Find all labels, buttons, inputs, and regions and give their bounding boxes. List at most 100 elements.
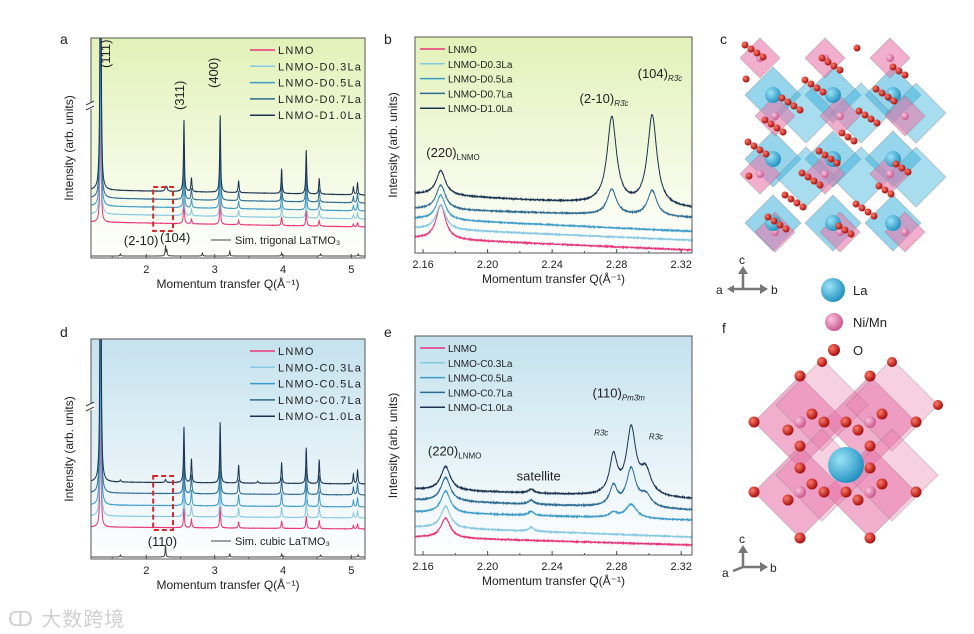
series-line-lnmo-d0.3la <box>91 38 365 221</box>
legend-o: O <box>853 343 863 358</box>
highlight-box <box>152 186 174 232</box>
legend-label: LNMO <box>278 346 315 358</box>
legend-label: LNMO-C0.3La <box>278 362 362 374</box>
plot-frame <box>414 335 693 556</box>
series-line-lnmo-d1.0la <box>415 113 692 209</box>
polyhedron <box>845 358 939 452</box>
o-atom <box>852 424 864 436</box>
series-line-lnmo-d0.5la <box>91 38 365 212</box>
annotation-text: R3̄c <box>649 433 663 442</box>
o-atom <box>806 408 818 420</box>
x-axis-label: Momentum transfer Q(Å⁻¹) <box>156 577 299 592</box>
peak-annotation: satellite <box>517 468 561 483</box>
o-atom <box>764 213 772 221</box>
o-atom <box>816 181 824 189</box>
o-atom <box>887 357 897 367</box>
o-atom <box>889 63 897 71</box>
o-atom <box>745 172 753 180</box>
o-atom <box>782 225 790 233</box>
annotation-text: R3̄c <box>594 429 608 438</box>
o-atom <box>818 486 830 498</box>
o-atom <box>759 53 767 61</box>
axis-a-label: a <box>716 283 723 297</box>
o-atom <box>778 94 786 102</box>
peak-annotation: (110) <box>148 534 177 549</box>
o-atom <box>773 124 781 132</box>
o-atom <box>833 159 841 167</box>
peak-annotation: (220)LNMO <box>428 443 481 460</box>
panel-label-a: a <box>60 31 68 47</box>
annotation-subscript: R3̄c <box>614 99 628 108</box>
plot-frame <box>90 37 366 259</box>
o-atom <box>933 400 943 410</box>
o-atom <box>875 182 883 190</box>
legend-label: LNMO-C0.5La <box>448 374 513 385</box>
axis-c-label: c <box>739 253 745 267</box>
annotation-text: (311) <box>172 81 187 110</box>
o-atom <box>861 111 869 119</box>
watermark-logo-icon: ↀ <box>8 607 34 631</box>
y-axis-label: Intensity (arb. units) <box>62 95 76 200</box>
o-atom <box>761 116 769 124</box>
o-atom <box>796 106 804 114</box>
series-line-lnmo-d0.5la <box>415 193 692 234</box>
x-tick-label: 2.16 <box>412 561 433 573</box>
o-atom <box>864 208 872 216</box>
ni-atom <box>864 416 876 428</box>
polyhedron <box>775 358 869 452</box>
axis-b-label: b <box>771 283 778 297</box>
legend-label: LNMO-D0.3La <box>448 60 513 71</box>
trigonal-crystal-structure <box>739 37 947 253</box>
x-tick-label: 2.24 <box>541 561 562 573</box>
peak-annotation: (110)Pm3̄m <box>592 386 645 403</box>
series-line-lnmo-c0.5la <box>91 339 365 508</box>
annotation-text: (2-10) <box>580 91 615 106</box>
series-line-lnmo <box>415 203 692 253</box>
legend-label: LNMO-D1.0La <box>448 104 513 115</box>
o-atom <box>782 494 794 506</box>
x-tick-label: 2.28 <box>606 259 627 271</box>
series-line-lnmo <box>91 387 365 530</box>
o-atom <box>787 195 795 203</box>
x-tick-label: 2.16 <box>412 259 433 271</box>
o-atom <box>806 478 818 490</box>
o-atom <box>818 54 826 62</box>
panel-label-d: d <box>60 324 68 340</box>
o-atom <box>818 416 830 428</box>
series-line-lnmo <box>91 82 365 228</box>
o-atom <box>898 164 906 172</box>
o-atom <box>748 486 760 498</box>
legend-la: La <box>853 283 868 298</box>
o-atom <box>815 147 823 155</box>
o-atom <box>858 204 866 212</box>
o-atom <box>890 97 898 105</box>
series-line-lnmo-d1.0la <box>91 38 365 196</box>
o-atom <box>852 494 864 506</box>
o-atom <box>841 226 849 234</box>
legend-label: LNMO-D0.5La <box>278 78 362 90</box>
highlight-box <box>152 475 174 531</box>
cubic-crystal-structure <box>748 357 943 544</box>
o-atom <box>776 221 784 229</box>
structure-legend: La Ni/Mn O <box>821 278 887 358</box>
reference-pattern-line <box>91 244 365 257</box>
x-tick-label: 2.20 <box>477 561 498 573</box>
o-atom <box>876 478 888 490</box>
series-line-lnmo-d0.3la <box>415 203 692 243</box>
annotation-text: (400) <box>206 58 221 88</box>
o-atom <box>794 532 806 544</box>
ni-atom <box>821 170 829 178</box>
o-atom <box>793 199 801 207</box>
o-atom <box>747 45 755 53</box>
ni-atom <box>901 228 909 236</box>
o-atom <box>753 49 761 57</box>
peak-annotation: R3̄c <box>594 429 608 438</box>
o-atom <box>895 67 903 75</box>
x-tick-label: 2.32 <box>670 561 691 573</box>
la-atom <box>885 215 901 231</box>
axes-glyph-f <box>732 545 768 573</box>
legend-label: LNMO-C1.0La <box>448 403 513 414</box>
panel-label-f: f <box>722 320 726 336</box>
legend-label: LNMO <box>278 45 315 57</box>
legend-label: LNMO-C0.3La <box>448 359 513 370</box>
